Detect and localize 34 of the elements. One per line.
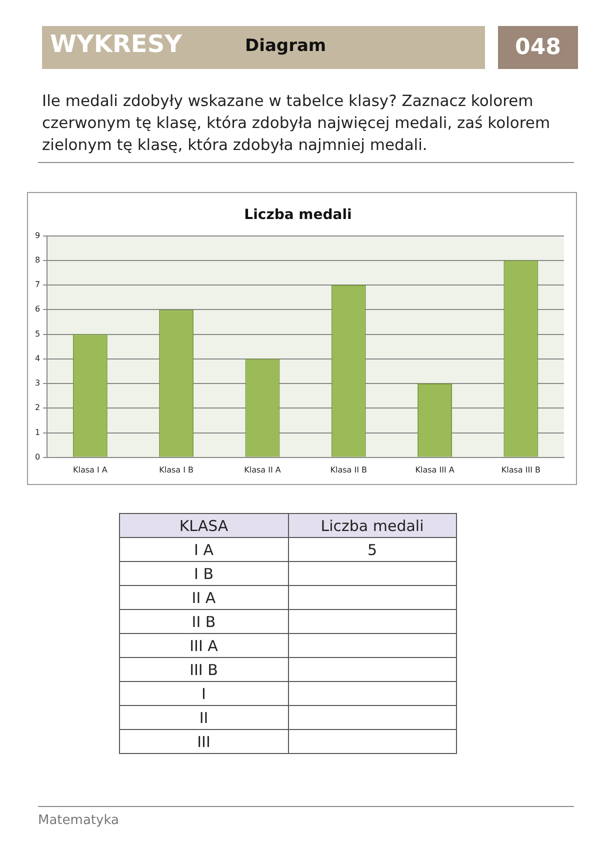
text: Diagram: [245, 36, 326, 56]
category-label: II B: [120, 610, 288, 634]
x-tick-label: Klasa II A: [244, 465, 282, 474]
category-label: I B: [120, 562, 288, 586]
text: WYKRESY: [50, 30, 182, 58]
category-label: III A: [120, 634, 288, 658]
category-label: II A: [120, 586, 288, 610]
category-label: II: [120, 706, 288, 730]
x-tick-label: Klasa II B: [330, 465, 367, 474]
y-tick-label: 4: [34, 354, 40, 363]
text: Ile medali zdobyły wskazane w tabelce klasy? Zaznacz kolorem czerwonym tę klasę, która zdobyła najwięcej medali, zaś kolorem zielonym tę klasę, która zdobyła najmniej medali.: [42, 91, 552, 156]
y-tick-label: 0: [34, 452, 40, 462]
x-tick-label: Klasa III A: [415, 465, 455, 474]
text: KLASA: [120, 514, 288, 538]
y-tick-label: 1: [34, 428, 40, 437]
y-tick-label: 5: [34, 329, 40, 338]
category-label: I A: [120, 538, 288, 562]
x-tick-label: Klasa III B: [501, 465, 540, 474]
y-tick-label: 8: [34, 256, 40, 264]
data-label: 5: [288, 538, 456, 562]
y-tick-label: 2: [34, 403, 40, 412]
y-tick-label: 7: [34, 280, 40, 290]
category-label: I: [120, 682, 288, 706]
x-tick-label: Klasa I B: [159, 465, 194, 474]
text: 048: [498, 26, 578, 69]
category-label: III B: [120, 658, 288, 682]
x-tick-label: Klasa I A: [72, 465, 108, 474]
y-tick-label: 6: [34, 304, 40, 314]
chart-title: Liczba medali: [244, 207, 352, 224]
category-label: III: [120, 730, 288, 754]
y-tick-label: 9: [34, 230, 40, 240]
text: Liczba medali: [288, 514, 456, 538]
text: Matematyka: [38, 813, 119, 828]
y-tick-label: 3: [34, 378, 40, 388]
